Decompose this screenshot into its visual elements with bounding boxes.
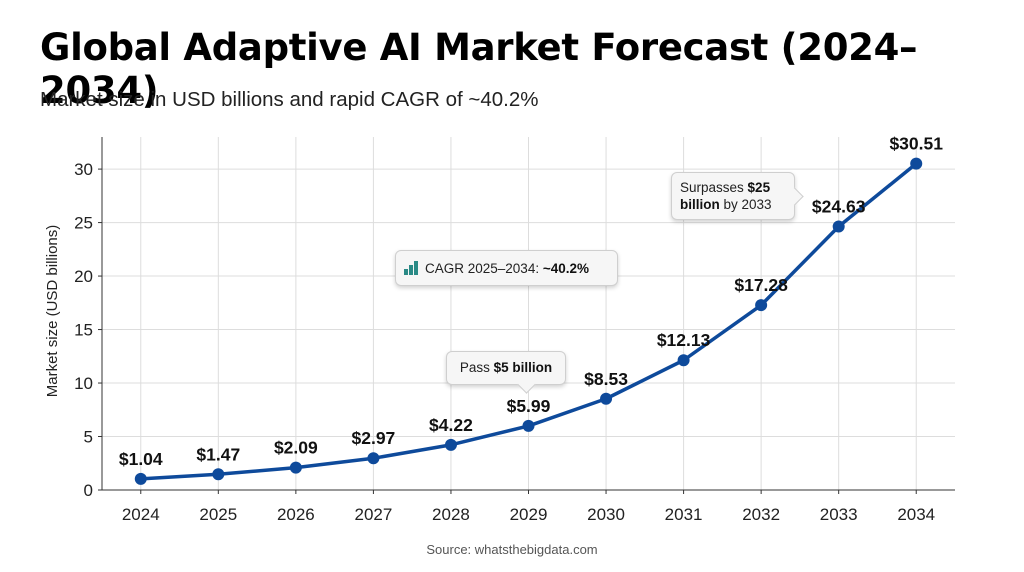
x-tick-label: 2028 (432, 505, 470, 524)
y-tick-label: 20 (74, 267, 93, 286)
cagr-callout: CAGR 2025–2034: ~40.2% (395, 250, 618, 286)
data-label: $24.63 (812, 197, 866, 217)
data-label: $12.13 (657, 330, 711, 350)
data-point (832, 220, 845, 233)
surpass-callout-prefix: Surpasses (680, 180, 748, 195)
data-label: $1.47 (196, 444, 240, 464)
y-axis-title: Market size (USD billions) (44, 225, 61, 398)
data-label: $2.97 (352, 428, 396, 448)
y-tick-label: 0 (84, 481, 93, 500)
cagr-callout-prefix: CAGR 2025–2034: (425, 261, 543, 276)
grid-lines (102, 137, 955, 490)
data-point (910, 157, 923, 170)
data-label: $1.04 (119, 449, 163, 469)
x-tick-label: 2031 (665, 505, 703, 524)
surpass-25-billion-callout: Surpasses $25 billion by 2033 (671, 172, 804, 220)
x-tick-label: 2026 (277, 505, 315, 524)
data-point (755, 299, 768, 312)
data-label: $4.22 (429, 415, 473, 435)
data-labels: $1.04 $1.47 $2.09 $2.97 $4.22 $5.99 $8.53 $12.1… (119, 134, 943, 469)
data-point (134, 472, 147, 485)
y-tick-label: 30 (74, 160, 93, 179)
x-tick-label: 2034 (897, 505, 935, 524)
data-label: $8.53 (584, 369, 628, 389)
y-tick-label: 5 (84, 428, 93, 447)
data-label: $17.28 (734, 275, 788, 295)
data-point (367, 452, 380, 465)
x-tick-label: 2030 (587, 505, 625, 524)
source-note: Source: whatsthebigdata.com (426, 542, 598, 557)
data-point (677, 354, 690, 367)
pass5-callout-prefix: Pass (459, 360, 494, 375)
x-tick-label: 2033 (820, 505, 858, 524)
data-label: $30.51 (889, 134, 943, 154)
surpass-callout-value: $25 billion (680, 180, 771, 212)
data-label: $5.99 (507, 396, 551, 416)
pass5-callout-value: $5 billion (493, 360, 553, 375)
data-point (212, 468, 225, 481)
chart-title: Global Adaptive AI Market Forecast (2024… (40, 26, 918, 112)
x-tick-label: 2025 (199, 505, 237, 524)
pass-5-billion-callout: Pass $5 billion (446, 351, 566, 394)
data-point (522, 419, 535, 432)
bar-chart-icon (404, 260, 420, 275)
chart-subtitle: Market size in USD billions and rapid CA… (40, 88, 539, 111)
data-point (600, 392, 613, 405)
surpass-callout-suffix: by 2033 (719, 197, 772, 212)
x-tick-label: 2029 (510, 505, 548, 524)
y-tick-label: 10 (74, 374, 93, 393)
data-points (134, 157, 923, 485)
data-label: $2.09 (274, 438, 318, 458)
x-tick-label: 2027 (354, 505, 392, 524)
cagr-callout-value: ~40.2% (542, 261, 590, 276)
x-tick-label: 2024 (122, 505, 160, 524)
y-tick-label: 15 (74, 321, 93, 340)
y-tick-label: 25 (74, 214, 93, 233)
data-point (444, 438, 457, 451)
x-tick-label: 2032 (742, 505, 780, 524)
data-point (289, 461, 302, 474)
